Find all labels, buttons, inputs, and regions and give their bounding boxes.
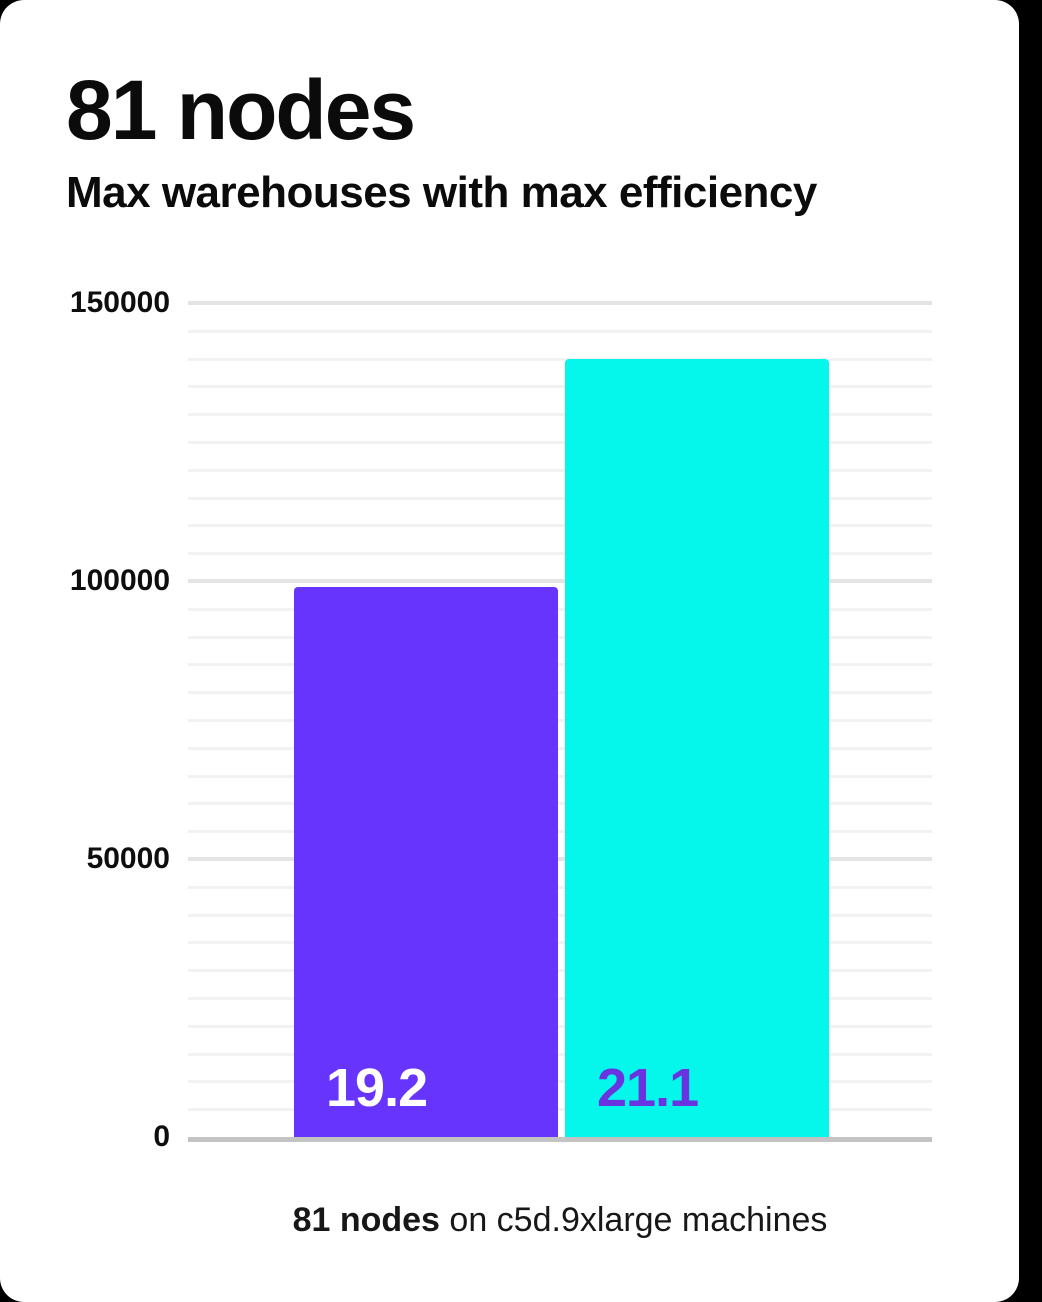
minor-gridline (188, 830, 932, 834)
y-axis-tick-label: 0 (153, 1120, 170, 1153)
minor-gridline (188, 969, 932, 973)
bar-label: 19.2 (326, 1058, 428, 1118)
minor-gridline (188, 663, 932, 667)
minor-gridline (188, 441, 932, 444)
bar: 21.1 (565, 358, 829, 1137)
y-axis-tick-label: 150000 (69, 286, 170, 319)
page-subtitle: Max warehouses with max efficiency (66, 168, 817, 217)
minor-gridline (188, 524, 932, 528)
y-axis: 0 50000 100000 150000 (30, 286, 170, 1153)
page-title: 81 nodes (66, 63, 416, 157)
plot-area: 19.2 21.1 (188, 301, 932, 1142)
minor-gridline (188, 1108, 932, 1112)
minor-gridline (188, 719, 932, 722)
major-gridline (188, 301, 932, 305)
minor-gridline (188, 385, 932, 389)
minor-gridline (188, 885, 932, 889)
minor-gridline (188, 774, 932, 778)
major-gridline (188, 579, 932, 583)
minor-gridline (188, 1080, 932, 1084)
caption-bold-text: 81 nodes (292, 1201, 440, 1239)
minor-gridline (188, 997, 932, 1000)
minor-gridline (188, 1024, 932, 1028)
caption: 81 nodes on c5d.9xlarge machines (188, 1198, 932, 1242)
minor-gridline (188, 607, 932, 611)
minor-gridline (188, 329, 932, 333)
minor-gridline (188, 913, 932, 917)
major-gridline (188, 857, 932, 861)
chart-card: 81 nodes Max warehouses with max efficie… (0, 0, 1019, 1302)
minor-gridline (188, 941, 932, 945)
bar: 19.2 (294, 586, 558, 1137)
minor-gridline (188, 552, 932, 556)
caption-regular-text: on c5d.9xlarge machines (439, 1201, 828, 1239)
minor-gridline (188, 691, 932, 695)
minor-gridline (188, 496, 932, 500)
y-axis-tick-label: 100000 (69, 564, 170, 597)
minor-gridline (188, 468, 932, 472)
minor-gridline (188, 1052, 932, 1056)
minor-gridline (188, 635, 932, 639)
minor-gridline (188, 746, 932, 750)
x-axis-line (188, 1137, 932, 1142)
minor-gridline (188, 357, 932, 361)
bar-label: 21.1 (597, 1058, 699, 1118)
y-axis-tick-label: 50000 (86, 842, 170, 875)
minor-gridline (188, 802, 932, 806)
minor-gridline (188, 413, 932, 417)
